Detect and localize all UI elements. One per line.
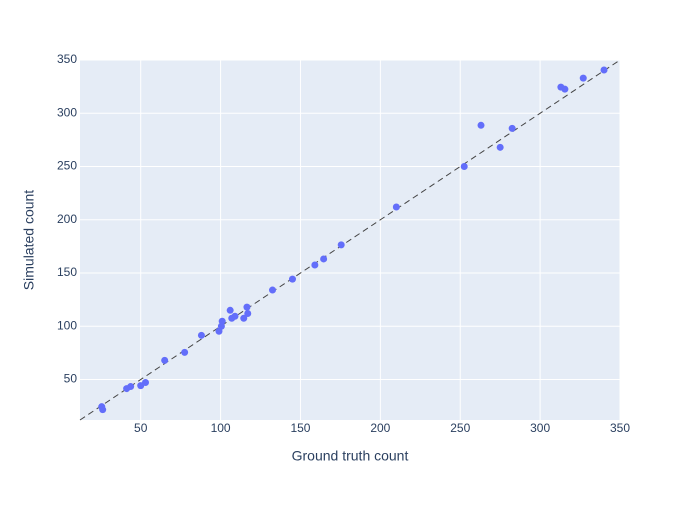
- point: [508, 124, 516, 132]
- y-tick-label: 250: [57, 159, 77, 173]
- x-tick-label: 200: [370, 421, 390, 435]
- point: [127, 383, 135, 391]
- point: [243, 303, 251, 311]
- point: [311, 261, 319, 269]
- point: [288, 275, 296, 283]
- point: [337, 241, 345, 249]
- point: [392, 203, 400, 211]
- point: [218, 317, 226, 325]
- point: [320, 255, 328, 263]
- x-tick-label: 350: [610, 421, 630, 435]
- marks: [98, 66, 608, 414]
- point: [240, 314, 248, 322]
- point: [600, 66, 608, 74]
- point: [496, 143, 504, 151]
- x-tick-label: 250: [450, 421, 470, 435]
- x-tick-label: 300: [530, 421, 550, 435]
- point: [561, 85, 569, 93]
- x-tick-label: 50: [134, 421, 148, 435]
- y-axis-title: Simulated count: [21, 190, 37, 291]
- x-axis-title: Ground truth count: [292, 448, 409, 464]
- y-tick-label: 150: [57, 265, 77, 279]
- y-tick-label: 300: [57, 105, 77, 119]
- grid: [80, 59, 621, 420]
- point: [226, 306, 234, 314]
- y-tick-label: 200: [57, 212, 77, 226]
- x-tick-label: 100: [211, 421, 231, 435]
- point: [231, 312, 239, 320]
- reference-line: [79, 59, 621, 421]
- point: [244, 309, 252, 317]
- y-tick-label: 350: [57, 52, 77, 66]
- point: [181, 348, 189, 356]
- x-tick-label: 150: [290, 421, 310, 435]
- point: [579, 74, 587, 82]
- point: [99, 406, 107, 414]
- point: [142, 379, 150, 387]
- y-tick-label: 100: [57, 318, 77, 332]
- point: [477, 121, 485, 129]
- point: [197, 331, 205, 339]
- point: [460, 163, 468, 171]
- point: [269, 286, 277, 294]
- point: [161, 356, 169, 364]
- y-tick-label: 50: [64, 372, 78, 386]
